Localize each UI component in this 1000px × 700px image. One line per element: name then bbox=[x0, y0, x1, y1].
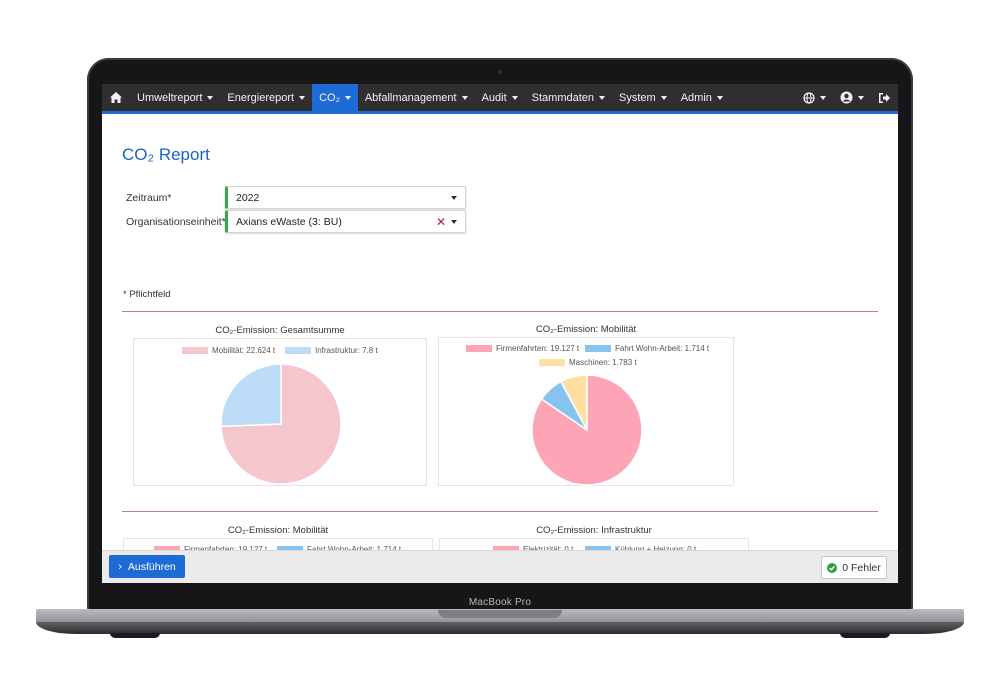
navbar-right bbox=[796, 84, 898, 111]
nav-item-stammdaten[interactable]: Stammdaten bbox=[525, 84, 612, 111]
caret-down-icon bbox=[344, 95, 351, 100]
legend-swatch bbox=[466, 345, 492, 352]
org-label: Organisationseinheit* bbox=[126, 215, 226, 228]
caret-down-icon bbox=[299, 95, 306, 100]
laptop-foot bbox=[110, 633, 160, 638]
period-value: 2022 bbox=[236, 191, 260, 204]
caret-down-icon bbox=[660, 95, 667, 100]
caret-down-icon bbox=[207, 95, 214, 100]
caret-down-icon bbox=[511, 95, 518, 100]
globe-icon[interactable] bbox=[796, 84, 833, 111]
user-icon[interactable] bbox=[833, 84, 871, 111]
caret-down-icon bbox=[599, 95, 606, 100]
legend-label: Kühlung + Heizung: 0 t bbox=[615, 545, 696, 554]
legend-label: Fahrt Wohn-Arbeit: 1.714 t bbox=[307, 545, 401, 554]
errors-button[interactable]: 0 Fehler bbox=[821, 556, 887, 579]
legend-label: Elektrizität: 0 t bbox=[523, 545, 573, 554]
chart-title-mobility: CO₂-Emission: Mobilität bbox=[535, 324, 637, 335]
chevron-down-icon bbox=[451, 219, 457, 224]
org-row: Organisationseinheit* Axians eWaste (3: … bbox=[126, 210, 466, 233]
pie-slice-1[interactable] bbox=[220, 363, 282, 428]
nav-label: System bbox=[619, 91, 656, 104]
chart-title-total: CO₂-Emission: Gesamtsumme bbox=[215, 325, 345, 336]
nav-label: Admin bbox=[680, 91, 712, 104]
nav-label: Stammdaten bbox=[531, 91, 595, 104]
home-icon[interactable] bbox=[102, 84, 130, 111]
sign-out-icon[interactable] bbox=[871, 84, 898, 111]
nav-label: Umweltreport bbox=[137, 91, 203, 104]
device-label: MacBook Pro bbox=[468, 597, 532, 608]
nav-label: Audit bbox=[481, 91, 507, 104]
laptop-foot bbox=[840, 633, 890, 638]
legend-label: Infrastruktur: 7.8 t bbox=[315, 346, 378, 355]
chart-title-mobility-2: CO₂-Emission: Mobilität bbox=[227, 525, 329, 536]
nav-item-audit[interactable]: Audit bbox=[475, 84, 525, 111]
run-button[interactable]: › Ausführen bbox=[109, 555, 185, 578]
page-title: CO₂ Report bbox=[122, 145, 210, 164]
legend-label: Mobilität: 22.624 t bbox=[212, 346, 276, 355]
caret-down-icon bbox=[461, 95, 468, 100]
legend-label: Firmenfahrten: 19.127 t bbox=[496, 344, 580, 353]
chevron-down-icon bbox=[451, 195, 457, 200]
nav-label: Energiereport bbox=[227, 91, 295, 104]
nav-item-umweltreport[interactable]: Umweltreport bbox=[130, 84, 220, 111]
legend-swatch bbox=[585, 546, 611, 553]
org-value: Axians eWaste (3: BU) bbox=[236, 215, 342, 228]
legend-label: Fahrt Wohn-Arbeit: 1.714 t bbox=[615, 344, 710, 353]
legend-swatch bbox=[585, 345, 611, 352]
errors-label: 0 Fehler bbox=[842, 561, 881, 574]
required-note: * Pflichtfeld bbox=[123, 289, 171, 300]
nav-item-abfallmanagement[interactable]: Abfallmanagement bbox=[358, 84, 475, 111]
chevron-right-icon: › bbox=[118, 560, 122, 573]
caret-down-icon bbox=[716, 95, 723, 100]
org-select[interactable]: Axians eWaste (3: BU) ✕ bbox=[225, 210, 466, 233]
nav-item-admin[interactable]: Admin bbox=[674, 84, 730, 111]
legend-swatch bbox=[277, 546, 303, 553]
legend-swatch bbox=[285, 347, 311, 354]
period-row: Zeitraum* 2022 bbox=[126, 186, 466, 209]
run-button-label: Ausführen bbox=[127, 560, 176, 573]
legend-swatch bbox=[154, 546, 180, 553]
legend-swatch bbox=[539, 359, 565, 366]
pie-slice-2[interactable] bbox=[559, 374, 588, 431]
period-label: Zeitraum* bbox=[126, 191, 172, 204]
nav-label: Abfallmanagement bbox=[364, 91, 457, 104]
pie-chart-total bbox=[220, 363, 342, 485]
laptop-notch bbox=[438, 610, 562, 618]
nav-item-energiereport[interactable]: Energiereport bbox=[220, 84, 312, 111]
app-screen: Umweltreport Energiereport CO₂ Abfallman… bbox=[102, 84, 898, 583]
top-navbar: Umweltreport Energiereport CO₂ Abfallman… bbox=[102, 84, 898, 114]
action-footer: › Ausführen 0 Fehler bbox=[102, 550, 898, 583]
laptop-base bbox=[36, 622, 964, 634]
nav-item-co2[interactable]: CO₂ bbox=[312, 84, 358, 111]
period-select[interactable]: 2022 bbox=[225, 186, 466, 209]
legend-swatch bbox=[493, 546, 519, 553]
section-divider bbox=[122, 311, 878, 312]
legend-label: Firmenfahrten: 19.127 t bbox=[184, 545, 267, 554]
pie-chart-mobility bbox=[531, 374, 643, 486]
chart-title-infrastructure: CO₂-Emission: Infrastruktur bbox=[536, 525, 652, 536]
caret-down-icon bbox=[858, 95, 864, 100]
chart-mobility: Firmenfahrten: 19.127 t Fahrt Wohn-Arbei… bbox=[438, 337, 734, 486]
nav-item-system[interactable]: System bbox=[612, 84, 674, 111]
section-divider bbox=[122, 511, 878, 512]
chart-total: Mobilität: 22.624 t Infrastruktur: 7.8 t bbox=[133, 338, 427, 486]
camera-dot bbox=[498, 70, 502, 74]
legend-swatch bbox=[182, 347, 208, 354]
legend-label: Maschinen: 1.783 t bbox=[569, 358, 637, 367]
caret-down-icon bbox=[820, 95, 826, 100]
check-circle-icon bbox=[827, 562, 838, 573]
nav-label: CO₂ bbox=[319, 91, 340, 104]
clear-icon[interactable]: ✕ bbox=[435, 214, 446, 229]
